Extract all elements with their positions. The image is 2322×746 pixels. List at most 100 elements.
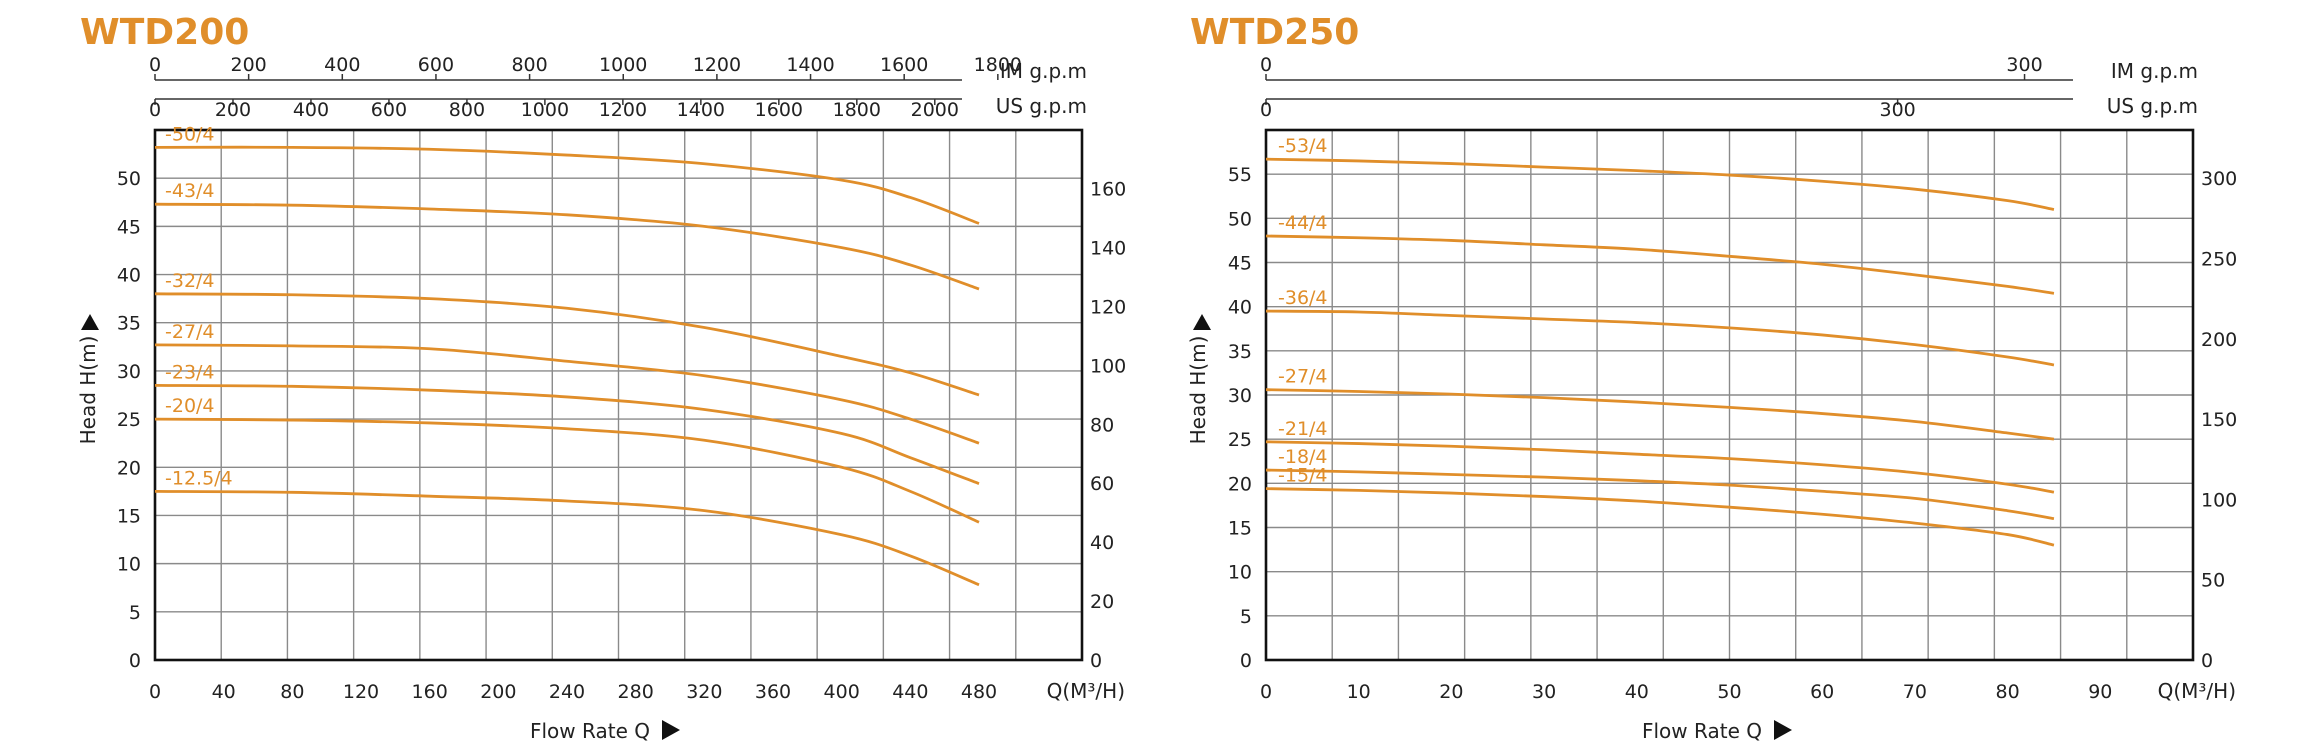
chart-wtd250: WTD2500510152025303540455055050100150200…: [1186, 12, 2237, 743]
us-tick-label: 1800: [833, 99, 881, 121]
x-tick-label: 120: [343, 681, 379, 703]
y-tick-label: 15: [1228, 518, 1252, 540]
im-unit-label: IM g.p.m: [1000, 59, 1087, 83]
curve-label: -27/4: [1278, 366, 1328, 388]
y-tick-label: 10: [117, 554, 141, 576]
x-tick-label: 60: [1810, 681, 1834, 703]
y-axis-label: Head H(m): [1186, 336, 1210, 445]
x-axis-label: Flow Rate Q: [530, 719, 650, 743]
y-tick-label: 35: [117, 313, 141, 335]
curve--18-4: [1265, 468, 2055, 521]
curve-label: -53/4: [1278, 135, 1328, 157]
y-tick-label: 35: [1228, 341, 1252, 363]
triangle-right-icon: [1774, 720, 1792, 740]
y-tick-label: 45: [117, 216, 141, 238]
y-tick-label: 30: [117, 361, 141, 383]
y-tick-label: 25: [1228, 429, 1252, 451]
chart-title: WTD200: [80, 12, 249, 53]
curve--32-4: [154, 292, 980, 397]
y2-tick-label: 160: [1090, 179, 1126, 201]
x-unit-label: Q(M³/H): [2158, 679, 2236, 703]
us-tick-label: 200: [215, 99, 251, 121]
y2-tick-label: 50: [2201, 570, 2225, 592]
x-tick-label: 360: [755, 681, 791, 703]
im-tick-label: 1400: [786, 54, 834, 76]
y-tick-label: 10: [1228, 562, 1252, 584]
x-tick-label: 80: [280, 681, 304, 703]
y2-tick-label: 200: [2201, 329, 2237, 351]
x-tick-label: 200: [480, 681, 516, 703]
im-tick-label: 1800: [974, 54, 1022, 76]
x-tick-label: 160: [412, 681, 448, 703]
im-tick-label: 1200: [693, 54, 741, 76]
curve--15-4: [1265, 487, 2055, 547]
y2-tick-label: 150: [2201, 409, 2237, 431]
curve-label: -32/4: [165, 270, 215, 292]
triangle-up-icon: [81, 314, 99, 330]
im-tick-label: 1000: [599, 54, 647, 76]
curve-label: -27/4: [165, 321, 215, 343]
curve--21-4: [1265, 440, 2055, 494]
y2-tick-label: 0: [1090, 650, 1102, 672]
y2-tick-label: 140: [1090, 238, 1126, 260]
us-tick-label: 400: [293, 99, 329, 121]
x-tick-label: 10: [1347, 681, 1371, 703]
curve--44-4: [1265, 234, 2055, 295]
curve--23-4: [154, 383, 980, 485]
x-tick-label: 20: [1439, 681, 1463, 703]
curve-label: -50/4: [165, 123, 215, 145]
x-unit-label: Q(M³/H): [1047, 679, 1125, 703]
y-tick-label: 0: [1240, 650, 1252, 672]
us-tick-label: 0: [149, 99, 161, 121]
us-unit-label: US g.p.m: [2107, 94, 2198, 118]
us-tick-label: 1000: [521, 99, 569, 121]
x-tick-label: 70: [1903, 681, 1927, 703]
y-tick-label: 40: [117, 265, 141, 287]
curve-label: -36/4: [1278, 287, 1328, 309]
y-tick-label: 20: [1228, 473, 1252, 495]
y-tick-label: 50: [117, 168, 141, 190]
im-tick-label: 300: [2006, 54, 2042, 76]
curve-label: -23/4: [165, 361, 215, 383]
y2-tick-label: 60: [1090, 473, 1114, 495]
us-tick-label: 1400: [677, 99, 725, 121]
triangle-up-icon: [1193, 314, 1211, 330]
im-tick-label: 1600: [880, 54, 928, 76]
im-tick-label: 400: [324, 54, 360, 76]
curve-label: -43/4: [165, 180, 215, 202]
y-tick-label: 5: [1240, 606, 1252, 628]
triangle-right-icon: [662, 720, 680, 740]
y2-tick-label: 80: [1090, 414, 1114, 436]
x-tick-label: 240: [549, 681, 585, 703]
plot-frame: [1264, 128, 2195, 662]
y-tick-label: 15: [117, 505, 141, 527]
curve-label: -15/4: [1278, 465, 1328, 487]
y-tick-label: 0: [129, 650, 141, 672]
curve--50-4: [154, 145, 980, 225]
us-tick-label: 300: [1879, 99, 1915, 121]
im-tick-label: 0: [1260, 54, 1272, 76]
x-tick-label: 50: [1717, 681, 1741, 703]
us-tick-label: 0: [1260, 99, 1272, 121]
us-unit-label: US g.p.m: [996, 94, 1087, 118]
curve--12-5-4: [154, 489, 980, 587]
us-tick-label: 1200: [599, 99, 647, 121]
im-unit-label: IM g.p.m: [2111, 59, 2198, 83]
curve-label: -20/4: [165, 395, 215, 417]
x-tick-label: 40: [1625, 681, 1649, 703]
curve-label: -21/4: [1278, 418, 1328, 440]
y-tick-label: 55: [1228, 164, 1252, 186]
curve--27-4: [1265, 388, 2055, 441]
curve--36-4: [1265, 309, 2055, 367]
y-tick-label: 30: [1228, 385, 1252, 407]
y-tick-label: 25: [117, 409, 141, 431]
x-tick-label: 30: [1532, 681, 1556, 703]
curve--27-4: [154, 343, 980, 445]
im-tick-label: 0: [149, 54, 161, 76]
x-tick-label: 0: [149, 681, 161, 703]
plot-frame: [153, 128, 1084, 662]
x-tick-label: 80: [1996, 681, 2020, 703]
x-tick-label: 0: [1260, 681, 1272, 703]
y-tick-label: 45: [1228, 253, 1252, 275]
